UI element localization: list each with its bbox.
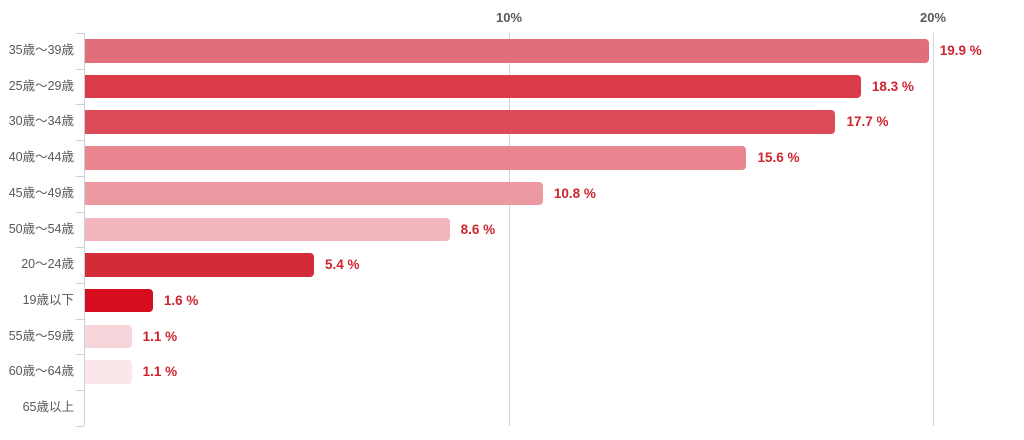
vertical-gridline [509, 33, 510, 426]
y-axis-tick [76, 318, 84, 320]
bar-row: 19歳以下 1.6 % [0, 283, 1024, 319]
bar [85, 324, 132, 349]
bar [85, 74, 861, 99]
y-axis-tick [76, 175, 84, 177]
bar-value-label: 5.4 % [324, 257, 360, 273]
bar-row: 20〜24歳 5.4 % [0, 247, 1024, 283]
vertical-gridline [933, 33, 934, 426]
bar-value-label: 10.8 % [553, 185, 596, 201]
bar [85, 288, 153, 313]
category-label: 40歳〜44歳 [8, 150, 74, 165]
category-label: 35歳〜39歳 [8, 43, 74, 57]
bar-value-label: 15.6 % [757, 150, 800, 166]
category-label: 19歳以下 [22, 292, 74, 307]
bar-value-label: 17.7 % [846, 114, 889, 130]
category-label: 65歳以上 [22, 400, 74, 414]
category-label: 50歳〜54歳 [8, 221, 74, 236]
y-axis-tick [76, 33, 84, 34]
bar [85, 181, 543, 206]
category-label: 20〜24歳 [21, 257, 74, 272]
bar [85, 39, 929, 63]
y-axis-tick [76, 68, 84, 70]
category-label: 60歳〜64歳 [8, 364, 74, 379]
bar-row: 35歳〜39歳 19.9 % [0, 33, 1024, 69]
bar-row: 25歳〜29歳 18.3 % [0, 69, 1024, 105]
y-axis-line [84, 33, 85, 426]
bar-value-label: 1.6 % [163, 292, 199, 308]
y-axis-tick [76, 282, 84, 284]
bar-row: 60歳〜64歳 1.1 % [0, 354, 1024, 390]
bar-row: 65歳以上 [0, 390, 1024, 426]
bar [85, 253, 314, 277]
bar [85, 360, 132, 384]
x-tick-label: 10% [495, 10, 523, 25]
bar-row: 45歳〜49歳 10.8 % [0, 176, 1024, 212]
bar [85, 217, 450, 242]
y-axis-tick [76, 390, 84, 391]
category-label: 45歳〜49歳 [8, 185, 74, 200]
bar [85, 146, 747, 170]
y-axis-tick [76, 211, 84, 213]
bar-row: 50歳〜54歳 8.6 % [0, 212, 1024, 248]
bar-row: 30歳〜34歳 17.7 % [0, 104, 1024, 140]
bar-value-label: 18.3 % [871, 78, 914, 94]
category-label: 25歳〜29歳 [8, 78, 74, 93]
bar-row: 40歳〜44歳 15.6 % [0, 140, 1024, 176]
bar-row: 55歳〜59歳 1.1 % [0, 319, 1024, 355]
x-tick-label: 20% [919, 10, 947, 25]
bar-value-label: 1.1 % [142, 364, 178, 380]
bar [85, 110, 836, 134]
category-label: 30歳〜34歳 [8, 114, 74, 129]
bar-value-label: 1.1 % [142, 328, 178, 344]
y-axis-tick [76, 104, 84, 106]
bar-value-label: 8.6 % [460, 221, 496, 237]
y-axis-tick [76, 247, 84, 249]
y-axis-tick [76, 425, 84, 427]
y-axis-tick [76, 140, 84, 142]
y-axis-tick [76, 354, 84, 356]
bar-value-label: 19.9 % [939, 43, 982, 58]
category-label: 55歳〜59歳 [8, 328, 74, 343]
